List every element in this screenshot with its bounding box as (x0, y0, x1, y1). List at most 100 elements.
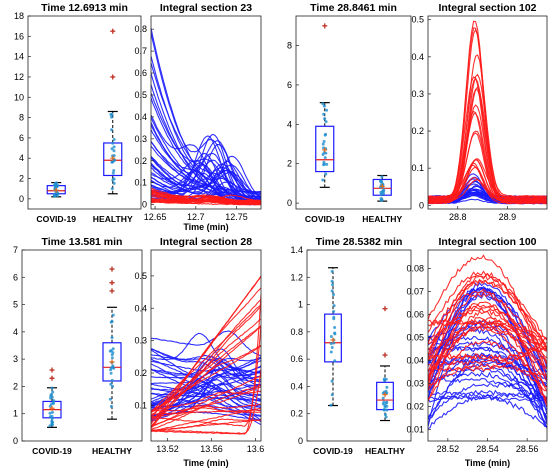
series-line (428, 279, 547, 351)
sample-point (332, 310, 336, 314)
y-tick-label: 0.2 (411, 126, 424, 136)
sample-point (113, 158, 117, 162)
y-tick-label: 10 (14, 92, 24, 102)
mean-marker (109, 359, 115, 365)
y-tick-label: 0.05 (406, 332, 424, 342)
sample-point (110, 147, 114, 151)
axes-frame (306, 249, 412, 442)
series-line (428, 177, 547, 201)
y-tick-label: 0.07 (406, 286, 424, 296)
sample-point (109, 382, 113, 386)
sample-point (329, 334, 333, 338)
sample-point (322, 140, 326, 144)
sample-point (330, 393, 334, 397)
sample-point (333, 325, 337, 329)
series-line (428, 318, 547, 352)
sample-point (321, 142, 325, 146)
x-tick-label: 28.56 (516, 444, 539, 454)
panel-3: Time 28.8461 min 0 2 4 6 8 COVID-19 HEALTHY (287, 2, 412, 224)
series-line (151, 304, 261, 413)
category-label: COVID-19 (36, 214, 76, 224)
sample-point (111, 351, 115, 355)
y-tick-label: 0.3 (134, 336, 147, 346)
panel-8: Integral section 100 Time (min) 0.01 0.02… (406, 236, 548, 468)
box (315, 125, 335, 173)
sample-point (110, 187, 114, 191)
series-line (428, 302, 547, 392)
y-tick-label: 0.4 (411, 52, 424, 62)
axes-frame (150, 249, 262, 442)
y-tick-label: 1.2 (290, 272, 303, 282)
series-line (151, 368, 261, 426)
category-label: COVID-19 (32, 446, 72, 456)
y-tick-label: 0.5 (411, 15, 424, 25)
series-line (428, 110, 547, 204)
series-line (151, 325, 261, 414)
sample-point (329, 403, 333, 407)
sample-point (322, 112, 326, 116)
series-line (428, 340, 547, 400)
panel-4: Integral section 102 0 0.1 0.2 0.3 0.4 0.5 28.… (411, 2, 548, 222)
series-line (151, 370, 261, 422)
y-tick-label: 0 (142, 200, 147, 210)
sample-point (321, 178, 325, 182)
sample-point (110, 128, 114, 132)
y-tick-label: 0.1 (134, 178, 147, 188)
sample-point (382, 188, 386, 192)
x-tick-label: 28.52 (437, 444, 460, 454)
series-line (151, 199, 261, 206)
sample-point (112, 149, 116, 153)
outlier-point (109, 288, 115, 294)
sample-point (332, 293, 336, 297)
series-line (151, 409, 261, 415)
y-tick-label: 7 (13, 245, 18, 255)
sample-point (332, 304, 336, 308)
series-line (428, 254, 547, 379)
panel-title: Time 12.6913 min (41, 2, 128, 14)
sample-point (48, 415, 52, 419)
y-tick-label: 0 (13, 436, 18, 446)
y-tick-label: 0.2 (290, 409, 303, 419)
series-line (151, 407, 261, 432)
sample-point (49, 394, 53, 398)
sample-point (109, 371, 113, 375)
sample-point (108, 349, 112, 353)
y-tick-label: 6 (287, 80, 292, 90)
series-line (151, 294, 261, 435)
series-line (428, 347, 547, 361)
panel-title: Time 28.5382 min (316, 236, 403, 248)
panel-title: Time 13.581 min (42, 236, 123, 248)
sample-point (111, 347, 115, 351)
sample-point (109, 320, 113, 324)
y-tick-label: 4 (287, 119, 292, 129)
panel-1: Time 12.6913 min 0 2 4 6 8 10 12 14 16 18 COVID-19… (14, 2, 142, 224)
y-tick-label: 4 (13, 327, 18, 337)
series-line (151, 164, 261, 204)
sample-point (112, 145, 116, 149)
series-line (428, 310, 547, 407)
sample-point (330, 289, 334, 293)
series-line (151, 332, 261, 374)
y-tick-label: 18 (14, 11, 24, 21)
sample-point (110, 356, 114, 360)
series-line (151, 354, 261, 374)
sample-point (329, 350, 333, 354)
x-tick-label: 13.52 (156, 444, 179, 454)
y-tick-label: 0.06 (406, 309, 424, 319)
y-tick-label: 0.3 (134, 134, 147, 144)
x-tick-label: 12.7 (187, 212, 205, 222)
sample-point (323, 117, 327, 121)
y-tick-label: 0.4 (134, 112, 147, 122)
sample-point (381, 396, 385, 400)
y-tick-label: 0.2 (134, 156, 147, 166)
sample-point (110, 336, 114, 340)
box (324, 313, 342, 363)
sample-point (322, 162, 326, 166)
sample-point (384, 389, 388, 393)
panel-title: Time 28.8461 min (310, 2, 397, 14)
y-tick-label: 8 (287, 41, 292, 51)
sample-point (324, 120, 328, 124)
sample-point (379, 197, 383, 201)
sample-point (321, 102, 325, 106)
sample-point (51, 423, 55, 427)
